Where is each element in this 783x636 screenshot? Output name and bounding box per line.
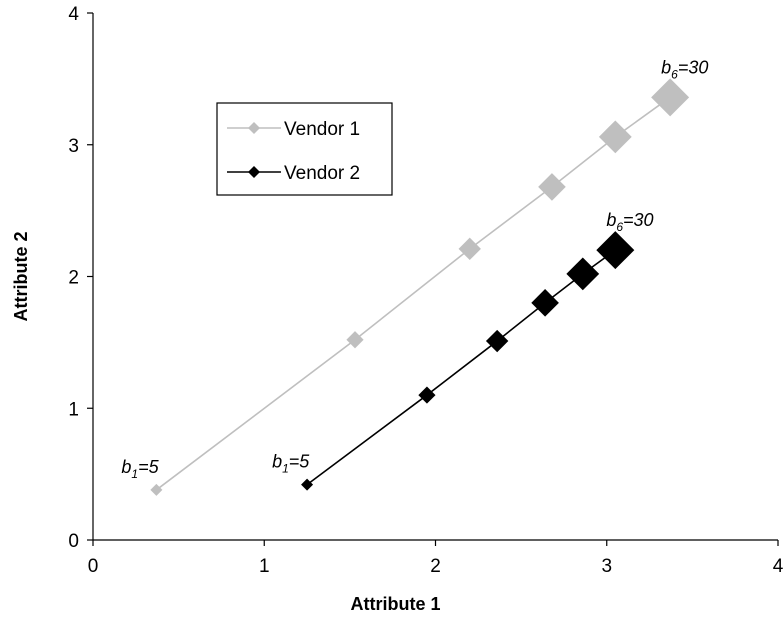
- data-point: [651, 78, 690, 117]
- y-tick-label: 2: [68, 268, 79, 289]
- data-point: [458, 237, 481, 261]
- data-point: [566, 257, 600, 291]
- x-tick-label: 1: [259, 556, 270, 577]
- legend-marker: [248, 166, 260, 178]
- legend-label: Vendor 2: [284, 163, 360, 184]
- y-tick-label: 1: [68, 399, 79, 420]
- data-point: [301, 478, 314, 491]
- data-point: [596, 231, 635, 270]
- y-tick-label: 3: [68, 136, 79, 157]
- legend-label: Vendor 1: [284, 119, 360, 140]
- legend-entry: Vendor 2: [227, 163, 360, 184]
- legend-entry: Vendor 1: [227, 119, 360, 140]
- data-point: [418, 386, 436, 404]
- series-line: [306, 249, 616, 486]
- data-point: [150, 483, 163, 496]
- legend-box: [216, 102, 393, 196]
- x-tick-label: 3: [601, 556, 612, 577]
- point-annotation: b6=30: [661, 57, 708, 81]
- legend: Vendor 1 Vendor 2: [216, 102, 393, 196]
- x-tick-label: 2: [430, 556, 441, 577]
- y-axis-title: Attribute 2: [11, 232, 31, 322]
- point-annotation: b1=5: [121, 457, 159, 481]
- series-layer: [150, 78, 690, 496]
- series-2: [301, 231, 635, 491]
- x-tick-label: 4: [773, 556, 783, 577]
- x-tick-label: 0: [88, 556, 99, 577]
- axes: 0 1 2 3 4 0 1 2 3 4: [68, 4, 783, 577]
- point-annotation: b6=30: [606, 210, 653, 234]
- legend-marker: [248, 122, 260, 134]
- series-1: [150, 78, 690, 496]
- annotations: b1=5 b6=30 b1=5 b6=30: [121, 57, 708, 481]
- data-point: [531, 289, 559, 317]
- data-point: [485, 329, 509, 353]
- data-point: [346, 331, 364, 349]
- y-tick-label: 0: [68, 531, 79, 552]
- data-point: [538, 173, 566, 201]
- data-point: [598, 120, 632, 154]
- y-tick-label: 4: [68, 4, 79, 25]
- point-annotation: b1=5: [272, 452, 310, 476]
- x-axis-title: Attribute 1: [351, 594, 441, 614]
